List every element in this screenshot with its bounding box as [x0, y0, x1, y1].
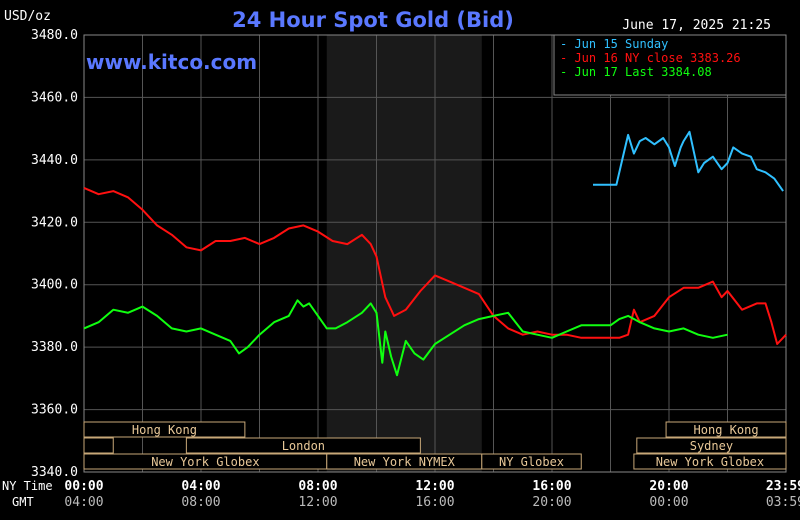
session-box	[83, 437, 114, 454]
grid	[83, 34, 787, 473]
ny-time-tick: 20:00	[649, 479, 688, 494]
gmt-tick: 16:00	[415, 495, 454, 510]
gmt-label: GMT	[12, 495, 34, 509]
session-label: New York Globex	[656, 455, 764, 469]
y-tick-label: 3360.0	[31, 403, 78, 418]
y-tick-label: 3460.0	[31, 90, 78, 105]
session-label: New York NYMEX	[354, 455, 456, 469]
gmt-tick: 12:00	[298, 495, 337, 510]
gmt-tick: 00:00	[649, 495, 688, 510]
gmt-tick: 08:00	[181, 495, 220, 510]
chart-title: 24 Hour Spot Gold (Bid)	[232, 8, 514, 32]
session-box	[665, 421, 787, 438]
y-tick-label: 3380.0	[31, 340, 78, 355]
ny-time-label: NY Time	[2, 479, 53, 493]
gmt-tick: 03:59	[766, 495, 800, 510]
x-axis-labels: NY Time GMT 00:00 04:00 08:00 12:00 16:00 20:…	[2, 479, 800, 510]
gmt-tick: 04:00	[64, 495, 103, 510]
legend-marker-jun15: -	[560, 37, 574, 51]
gmt-tick: 20:00	[532, 495, 571, 510]
timestamp: June 17, 2025 21:25	[622, 18, 771, 33]
legend-box	[553, 34, 787, 96]
series-line-jun15	[593, 130, 784, 192]
ny-time-tick: 23:59	[766, 479, 800, 494]
ny-time-tick: 16:00	[532, 479, 571, 494]
session-label: Sydney	[690, 439, 733, 453]
session-box	[481, 453, 582, 470]
session-box	[185, 437, 421, 454]
series-line-jun16	[83, 186, 787, 345]
legend-label-jun16: Jun 16 NY close 3383.26	[574, 51, 740, 65]
session-label: Hong Kong	[132, 423, 197, 437]
unit-label: USD/oz	[4, 9, 51, 24]
ny-time-tick: 08:00	[298, 479, 337, 494]
legend: - Jun 15 Sunday - Jun 16 NY close 3383.2…	[553, 34, 787, 96]
ny-time-tick: 04:00	[181, 479, 220, 494]
session-label: Hong Kong	[694, 423, 759, 437]
legend-label-jun15: Jun 15 Sunday	[574, 37, 668, 51]
series-line-jun17	[83, 299, 728, 377]
session-label: London	[282, 439, 325, 453]
legend-entry-jun17: - Jun 17 Last 3384.08	[560, 65, 712, 79]
plot-frame	[83, 34, 787, 473]
session-box	[636, 437, 787, 454]
legend-marker-jun16: -	[560, 51, 574, 65]
y-tick-label: 3400.0	[31, 278, 78, 293]
ny-time-tick: 00:00	[64, 479, 103, 494]
ny-time-tick: 12:00	[415, 479, 454, 494]
nymex-highlight	[326, 35, 482, 472]
legend-marker-jun17: -	[560, 65, 574, 79]
legend-entry-jun15: - Jun 15 Sunday	[560, 37, 668, 51]
kitco-watermark: www.kitco.com	[86, 50, 257, 74]
legend-label-jun17: Jun 17 Last 3384.08	[574, 65, 711, 79]
session-box	[633, 453, 787, 470]
session-label: NY Globex	[499, 455, 564, 469]
series-lines	[83, 130, 787, 377]
y-tick-label: 3420.0	[31, 215, 78, 230]
nymex-highlight-band	[326, 35, 482, 472]
legend-entry-jun16: - Jun 16 NY close 3383.26	[560, 51, 741, 65]
market-sessions: Hong Kong London New York Globex New York N…	[83, 421, 787, 470]
y-tick-label: 3440.0	[31, 153, 78, 168]
y-axis-labels: 3340.0 3360.0 3380.0 3400.0 3420.0 3440.0 3460…	[31, 28, 78, 480]
y-tick-label: 3480.0	[31, 28, 78, 43]
session-label: New York Globex	[151, 455, 259, 469]
y-tick-label: 3340.0	[31, 465, 78, 480]
session-box	[83, 421, 246, 438]
